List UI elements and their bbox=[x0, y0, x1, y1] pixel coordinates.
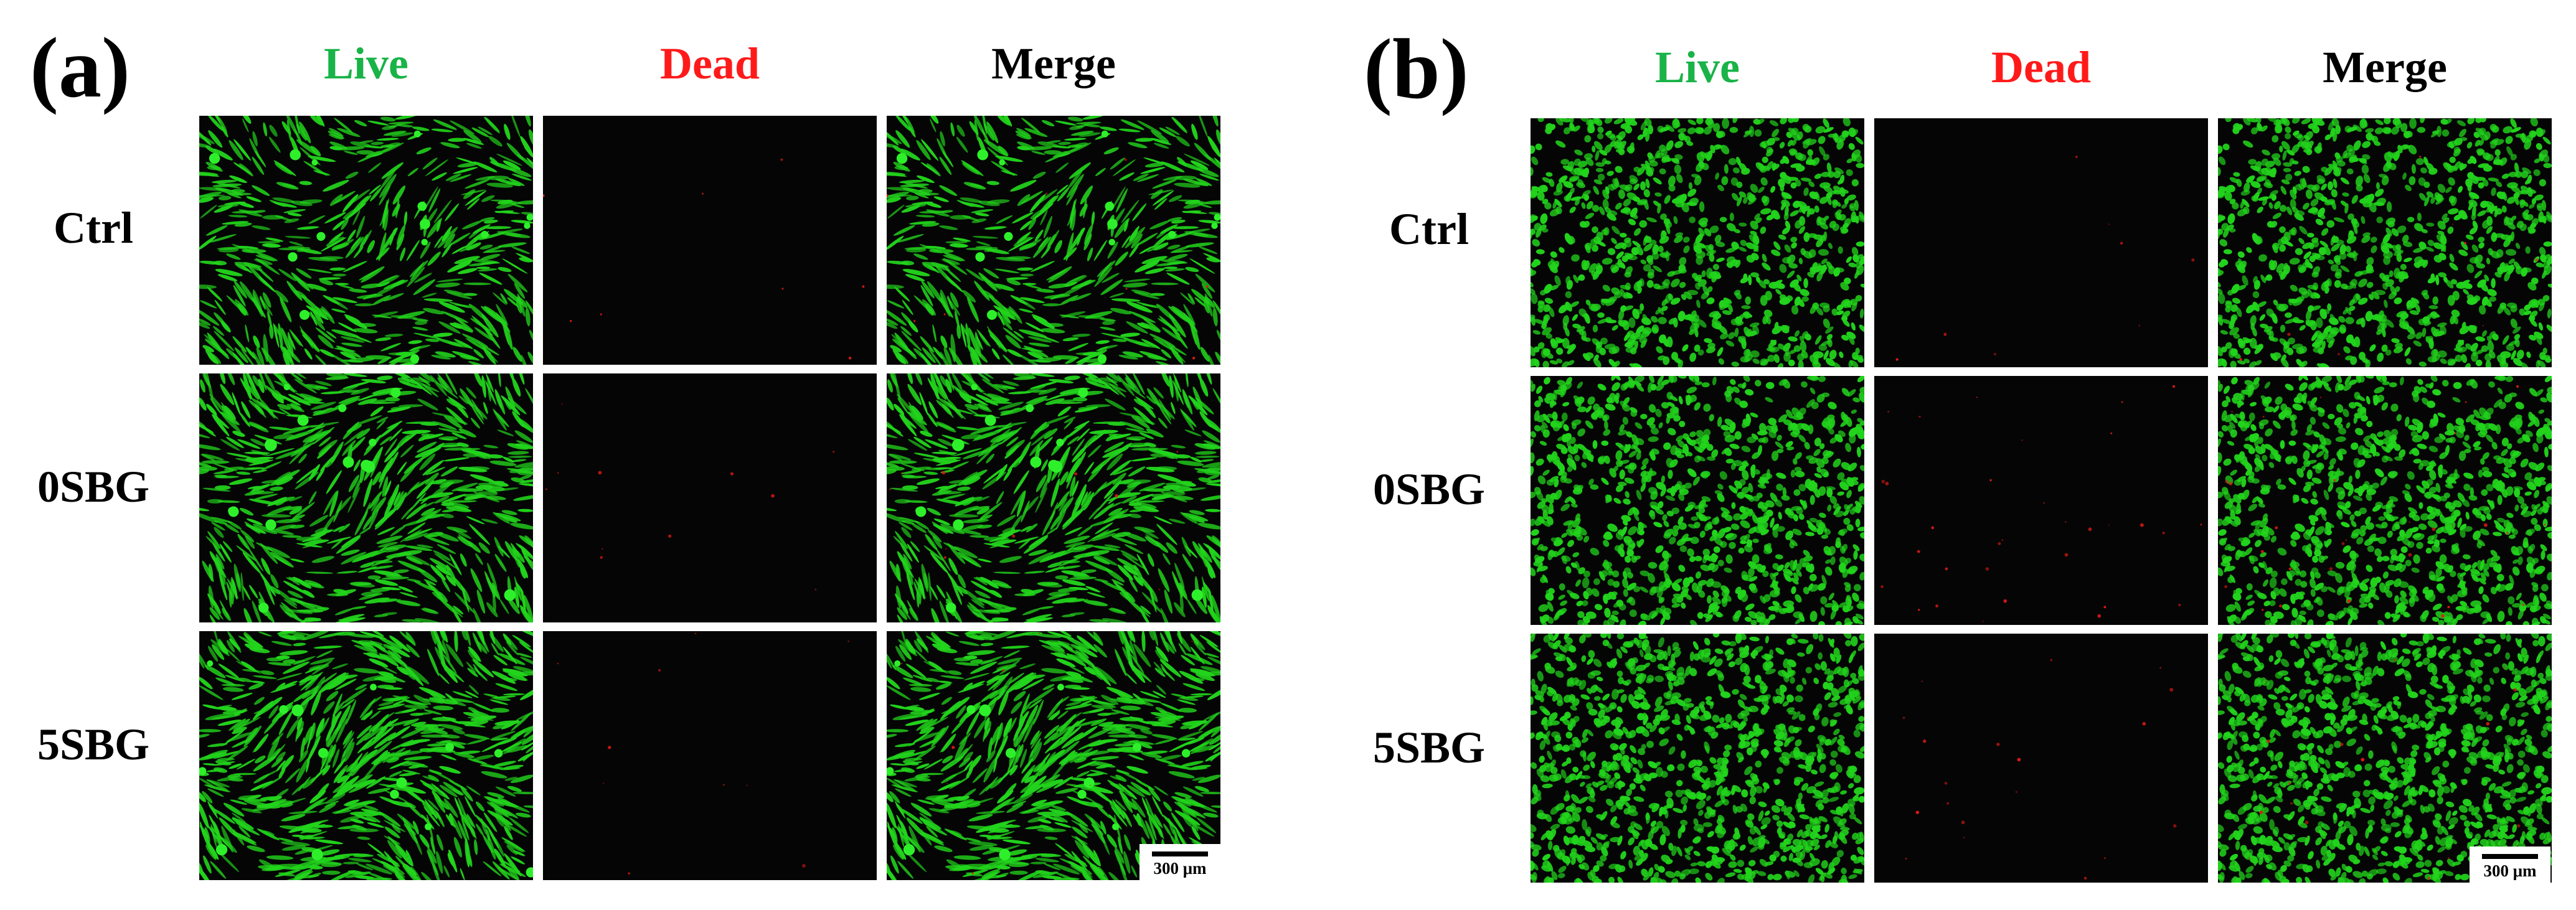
micrograph-ctrl-dead bbox=[1874, 118, 2208, 367]
micrograph-ctrl-dead bbox=[543, 116, 877, 365]
column-header-dead: Dead bbox=[660, 39, 760, 88]
scale-bar-line bbox=[1152, 851, 1208, 856]
row-label-5sbg: 5SBG bbox=[1372, 723, 1486, 772]
micrograph-0sbg-merge bbox=[2218, 376, 2552, 625]
micrograph-5sbg-dead bbox=[543, 631, 877, 880]
row-label-0sbg: 0SBG bbox=[1372, 464, 1486, 514]
row-label-ctrl: Ctrl bbox=[54, 203, 133, 253]
scale-bar-label: 300 μm bbox=[2483, 861, 2537, 880]
micrograph-ctrl-live bbox=[199, 116, 533, 365]
micrograph-ctrl-live bbox=[1531, 118, 1864, 367]
micrograph-ctrl-merge bbox=[887, 116, 1220, 365]
micrograph-ctrl-merge bbox=[2218, 118, 2552, 367]
micrograph-0sbg-live bbox=[199, 373, 533, 622]
panel-a: (a) Live Dead Merge Ctrl 0SBG 5SBG 300 μ… bbox=[0, 0, 1270, 910]
panel-letter: (a) bbox=[30, 20, 130, 115]
row-label-5sbg: 5SBG bbox=[37, 720, 150, 769]
column-header-live: Live bbox=[1655, 42, 1740, 92]
column-header-merge: Merge bbox=[991, 39, 1116, 88]
scale-bar-label: 300 μm bbox=[1153, 859, 1207, 878]
micrograph-5sbg-live bbox=[1531, 634, 1864, 883]
scale-bar-line bbox=[2482, 854, 2538, 859]
column-header-live: Live bbox=[324, 39, 408, 88]
micrograph-0sbg-dead bbox=[1874, 376, 2208, 625]
micrograph-0sbg-dead bbox=[543, 373, 877, 622]
panel-b: (b) Live Dead Merge Ctrl 0SBG 5SBG 300 μ… bbox=[1333, 0, 2576, 910]
scale-bar: 300 μm bbox=[2470, 847, 2550, 883]
row-label-ctrl: Ctrl bbox=[1389, 204, 1469, 254]
micrograph-5sbg-dead bbox=[1874, 634, 2208, 883]
micrograph-5sbg-merge bbox=[887, 631, 1220, 880]
micrograph-5sbg-live bbox=[199, 631, 533, 880]
panel-letter: (b) bbox=[1364, 21, 1469, 116]
scale-bar: 300 μm bbox=[1139, 844, 1220, 880]
micrograph-0sbg-merge bbox=[887, 373, 1220, 622]
micrograph-5sbg-merge bbox=[2218, 634, 2552, 883]
column-header-dead: Dead bbox=[1991, 42, 2091, 92]
micrograph-0sbg-live bbox=[1531, 376, 1864, 625]
row-label-0sbg: 0SBG bbox=[37, 462, 150, 512]
column-header-merge: Merge bbox=[2323, 42, 2447, 92]
